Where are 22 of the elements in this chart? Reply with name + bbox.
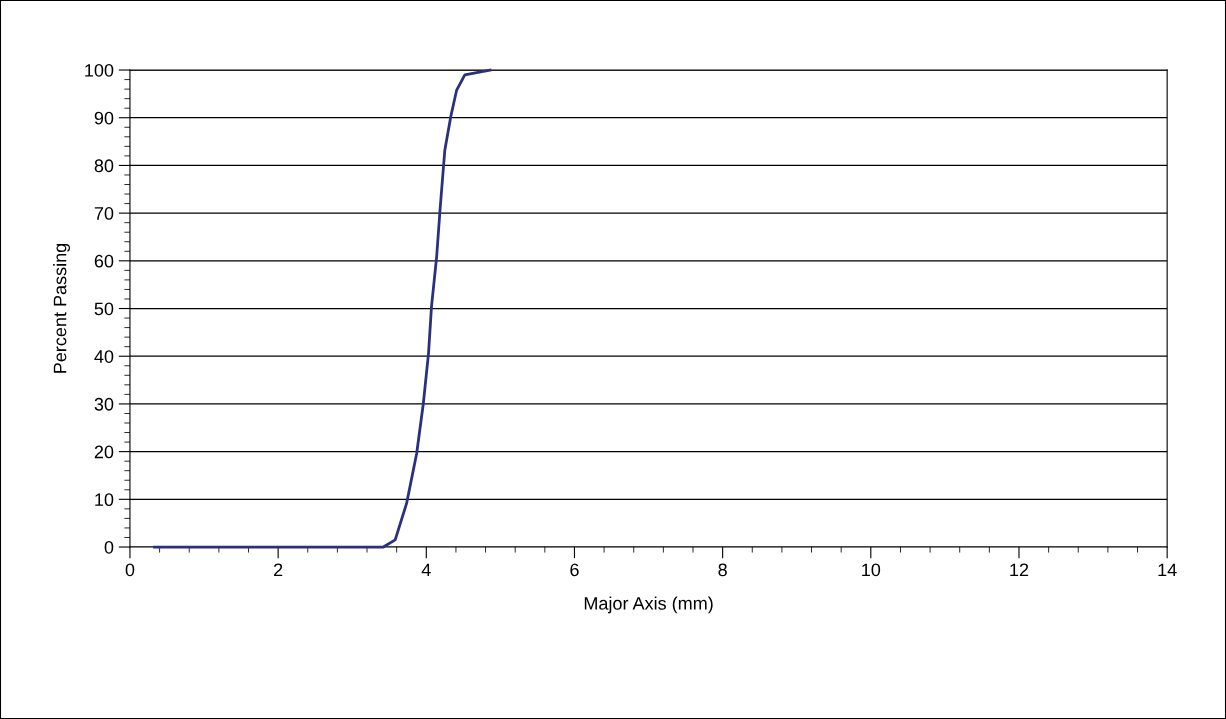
y-tick-label: 0 — [104, 540, 114, 554]
y-tick-label: 100 — [85, 63, 114, 77]
x-tick-label: 6 — [570, 563, 579, 577]
y-tick-label: 40 — [94, 350, 114, 363]
x-tick-label: 8 — [718, 563, 727, 577]
y-tick-label: 30 — [94, 397, 114, 411]
x-tick-label: 12 — [1010, 563, 1029, 577]
y-axis-title: Percent Passing — [53, 243, 70, 373]
y-tick-label: 80 — [94, 159, 114, 173]
y-tick-label: 10 — [95, 493, 114, 507]
x-tick-label: 4 — [421, 563, 431, 577]
y-tick-label: 50 — [94, 302, 114, 316]
x-tick-label: 0 — [125, 563, 135, 577]
line-series — [153, 68, 492, 549]
x-tick-label: 2 — [274, 563, 283, 577]
x-tick-label: 10 — [862, 563, 881, 577]
x-axis-title: Major Axis (mm) — [584, 596, 713, 614]
y-tick-label: 20 — [94, 445, 114, 459]
y-tick-label: 70 — [94, 207, 114, 220]
y-tick-label: 60 — [94, 254, 114, 268]
y-tick-label: 90 — [94, 111, 114, 125]
x-tick-label: 14 — [1158, 563, 1177, 577]
